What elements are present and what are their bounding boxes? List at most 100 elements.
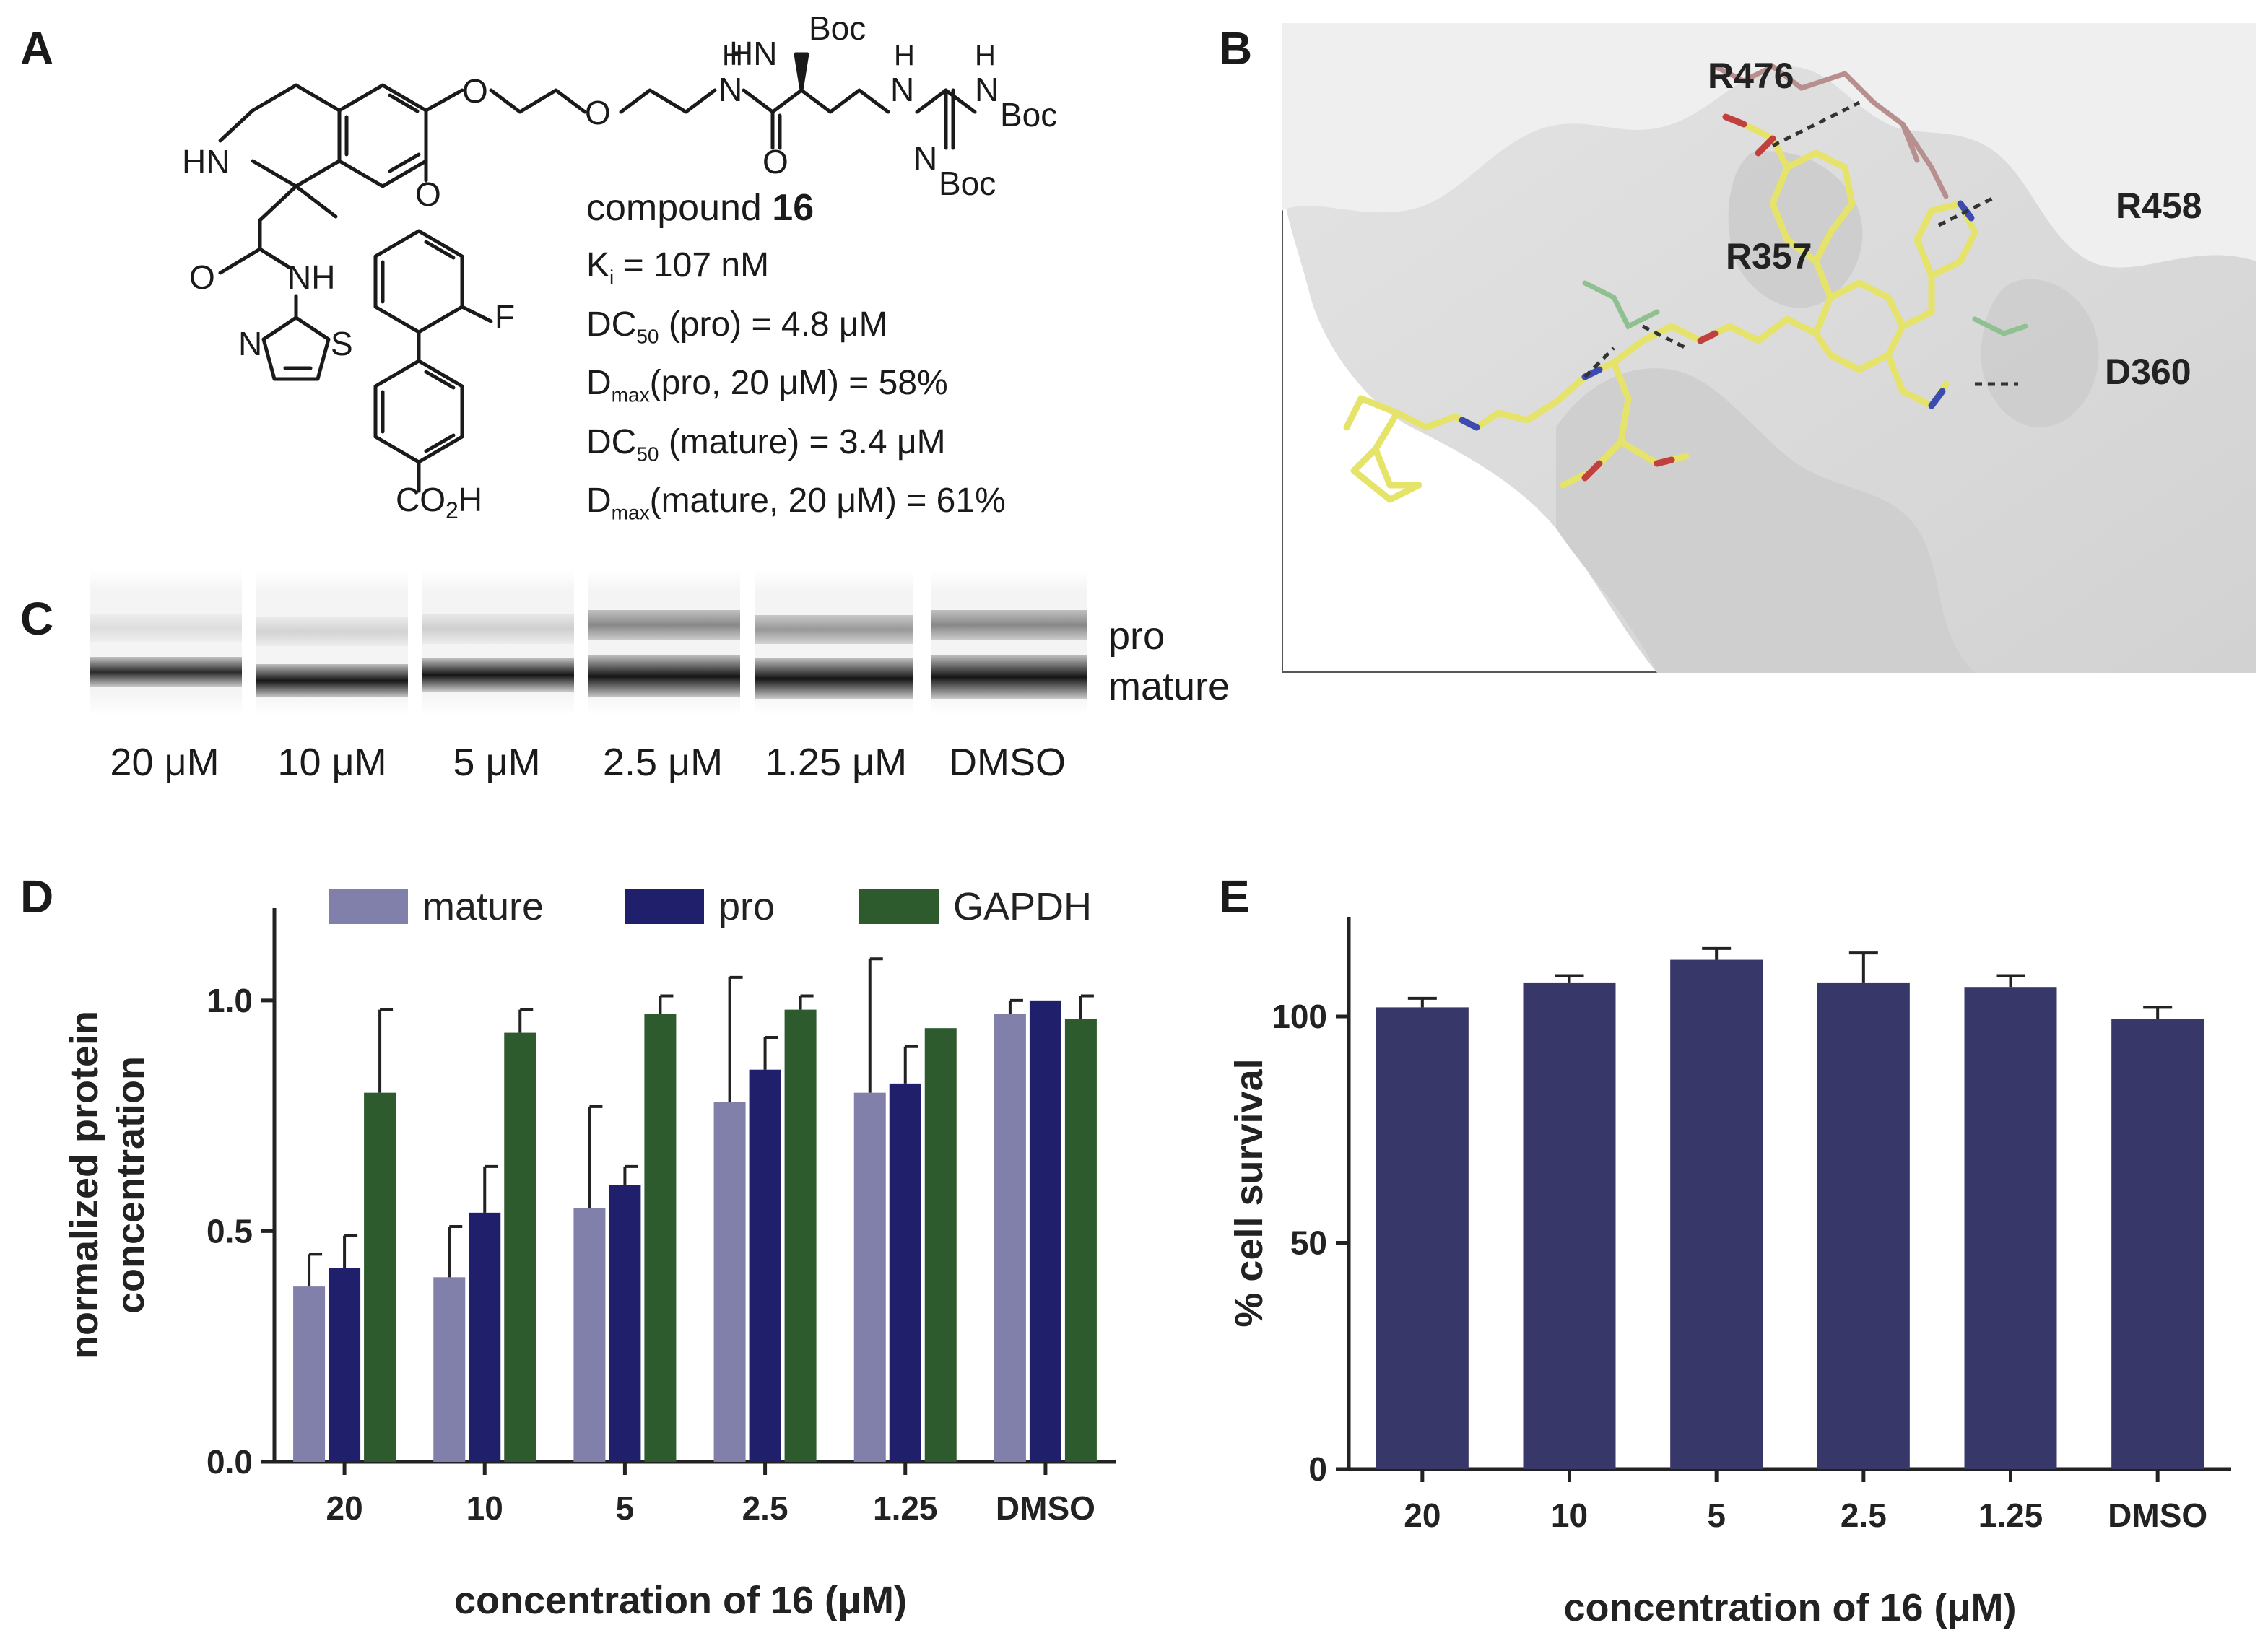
legend-swatch-GAPDH	[859, 889, 939, 924]
bar-pro	[749, 1069, 781, 1462]
residue-label: R357	[1726, 236, 1812, 276]
x-tick-label: 10	[466, 1489, 503, 1527]
bar-cell-survival	[1523, 982, 1616, 1469]
compound-16-structure: HN Boc H N H N H N Boc N Boc O O O O HN …	[182, 9, 1057, 523]
bar-mature	[713, 1102, 746, 1462]
bar-GAPDH	[644, 1014, 677, 1462]
atom-n: N	[890, 71, 914, 108]
docking-image: R476 R458 R357 D360	[1282, 23, 2256, 673]
bar-mature	[433, 1277, 466, 1462]
gel-lane	[256, 570, 408, 715]
atom-boc: Boc	[809, 9, 866, 47]
bar-cell-survival	[1670, 959, 1763, 1469]
y-tick-label: 1.0	[207, 982, 253, 1019]
y-tick-label: 0	[1308, 1450, 1327, 1488]
x-tick-label: 2.5	[742, 1489, 788, 1527]
x-tick-label: 5	[616, 1489, 635, 1527]
lane-label: 10 μM	[277, 741, 387, 784]
bar-cell-survival	[1964, 987, 2057, 1469]
legend-label-GAPDH: GAPDH	[953, 885, 1092, 928]
y-axis-title: % cell survival	[1228, 1058, 1271, 1327]
y-tick-label: 100	[1272, 998, 1327, 1035]
prop-dmax-mature: Dmax(mature, 20 μM) = 61%	[586, 482, 1006, 524]
bar-mature	[853, 1092, 886, 1462]
residue-label: R476	[1708, 56, 1794, 96]
bar-pro	[609, 1185, 641, 1462]
x-tick-label: 1.25	[1978, 1497, 2043, 1534]
compound-name: compound 16	[586, 187, 814, 229]
x-tick-label: 20	[1404, 1497, 1441, 1534]
atom-co2h: CO2H	[396, 481, 482, 523]
bar-mature	[293, 1286, 326, 1462]
panel-letter-a: A	[20, 22, 54, 74]
residue-label: D360	[2105, 352, 2191, 392]
atom-nh: NH	[287, 258, 335, 296]
lane-label: 20 μM	[110, 741, 220, 784]
chart-e: 0 50 100 20 10 5 2.5 1.25 DMSO % cell survival con…	[1228, 917, 2231, 1629]
prop-ki: Ki = 107 nM	[586, 246, 770, 289]
residue-label: R458	[2116, 186, 2202, 226]
prop-dmax-pro: Dmax(pro, 20 μM) = 58%	[586, 364, 948, 406]
legend-swatch-mature	[329, 889, 408, 924]
panel-letter-e: E	[1219, 871, 1250, 923]
atom-hn: HN	[182, 143, 230, 180]
y-tick-label: 0.5	[207, 1212, 253, 1250]
lane-label: 2.5 μM	[602, 741, 724, 784]
gel-lane	[755, 570, 913, 715]
gel-lane	[422, 570, 574, 715]
panel-letter-b: B	[1219, 22, 1253, 74]
atom-o: O	[585, 94, 611, 131]
atom-n: N	[238, 325, 262, 362]
y-tick-label: 50	[1290, 1224, 1327, 1261]
y-axis-title: normalized proteinconcentration	[63, 1011, 152, 1359]
x-tick-label: 1.25	[873, 1489, 938, 1527]
chart-d: 0.0 0.5 1.0 20 10 5 2.5 1.25 DMSO mature pro GAPDH n…	[63, 885, 1116, 1622]
prop-dc50-mature: DC50 (mature) = 3.4 μM	[586, 422, 946, 466]
panel-letter-d: D	[20, 871, 54, 923]
bar-pro	[469, 1212, 501, 1462]
x-tick-label: DMSO	[996, 1489, 1095, 1527]
x-tick-label: 10	[1551, 1497, 1588, 1534]
atom-n: N	[975, 71, 999, 108]
atom-n: N	[913, 139, 937, 177]
lane-label: 5 μM	[453, 741, 541, 784]
x-axis-title: concentration of 16 (μM)	[1563, 1586, 2016, 1629]
atom-h: H	[722, 40, 743, 71]
gel-image	[90, 570, 1087, 715]
atom-boc: Boc	[939, 165, 996, 202]
gel-lane	[588, 570, 740, 715]
atom-n: N	[718, 71, 742, 108]
bar-cell-survival	[1817, 982, 1910, 1469]
bar-cell-survival	[1376, 1007, 1469, 1469]
panel-letter-c: C	[20, 593, 54, 645]
bar-GAPDH	[924, 1028, 957, 1462]
band-label-mature: mature	[1108, 665, 1230, 708]
bar-pro	[889, 1083, 921, 1462]
bar-cell-survival	[2111, 1019, 2204, 1469]
x-tick-label: 5	[1707, 1497, 1726, 1534]
x-tick-label: 20	[326, 1489, 362, 1527]
legend-label-mature: mature	[422, 885, 544, 928]
bar-GAPDH	[1064, 1019, 1097, 1462]
compound-properties: Ki = 107 nM DC50 (pro) = 4.8 μM Dmax(pro…	[586, 242, 1006, 536]
atom-o: O	[189, 258, 215, 296]
x-axis-title: concentration of 16 (μM)	[454, 1579, 907, 1622]
bar-GAPDH	[784, 1009, 817, 1462]
atom-o: O	[762, 143, 788, 180]
bar-GAPDH	[364, 1092, 396, 1462]
atom-f: F	[495, 298, 515, 336]
bar-pro	[329, 1268, 361, 1462]
atom-o: O	[462, 72, 488, 110]
prop-dc50-pro: DC50 (pro) = 4.8 μM	[586, 305, 888, 348]
bar-mature	[573, 1208, 606, 1462]
lane-label: DMSO	[949, 741, 1066, 784]
legend-label-pro: pro	[718, 885, 775, 928]
lane-label: 1.25 μM	[765, 741, 908, 784]
atom-o: O	[415, 175, 441, 213]
bar-pro	[1029, 1000, 1061, 1462]
bar-mature	[994, 1014, 1026, 1462]
atom-h: H	[975, 40, 996, 71]
x-tick-label: 2.5	[1841, 1497, 1887, 1534]
bar-GAPDH	[504, 1032, 536, 1462]
gel-lane	[931, 570, 1087, 715]
